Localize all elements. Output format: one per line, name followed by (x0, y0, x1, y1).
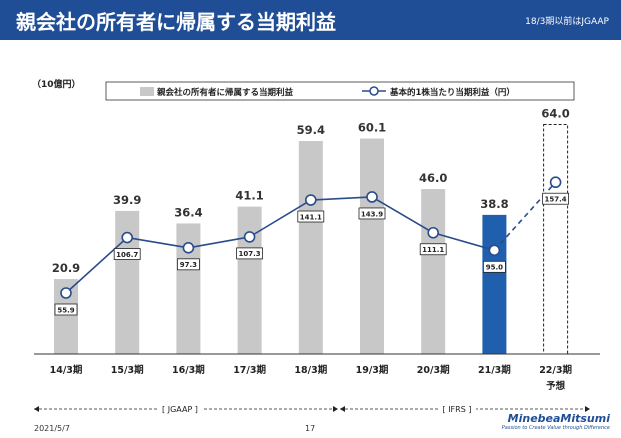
page-number: 17 (305, 424, 316, 433)
eps-line-segment (127, 236, 189, 249)
eps-point (182, 242, 195, 254)
eps-value-label: 107.3 (239, 250, 261, 258)
eps-label-box (236, 247, 264, 260)
bar-value-label: 38.8 (480, 197, 508, 211)
ifrs-label: [ IFRS ] (443, 405, 472, 414)
eps-label-box (113, 248, 141, 260)
eps-label-box (176, 258, 200, 271)
header-bar: 親会社の所有者に帰属する当期利益 18/3期以前はJGAAP (0, 0, 621, 40)
company-logo: MinebeaMitsumi Passion to Create Value t… (498, 412, 610, 431)
bar-value-label: 36.4 (174, 205, 202, 219)
bar-22/3期 (543, 124, 569, 355)
logo-tagline: Passion to Create Value through Differen… (501, 425, 610, 431)
jgaap-label: [ JGAAP ] (162, 405, 198, 414)
x-tick-label: 16/3期 (172, 364, 205, 376)
x-tick-label: 18/3期 (294, 364, 327, 376)
bar-17/3期 (237, 206, 262, 354)
bar-value-label: 46.0 (419, 171, 447, 185)
bar-21/3期 (482, 214, 507, 354)
ifrs-arrow-right (585, 406, 590, 412)
footer-date: 2021/5/7 (34, 424, 70, 433)
eps-point (304, 194, 317, 206)
legend-bar-label: 親会社の所有者に帰属する当期利益 (157, 87, 294, 98)
bar-value-label: 20.9 (52, 261, 80, 275)
eps-point (488, 244, 501, 257)
x-tick-label: 22/3期 (539, 364, 572, 376)
x-tick-label: 14/3期 (50, 364, 83, 376)
jgaap-arrow-right (333, 406, 338, 412)
legend-line-marker (369, 86, 379, 96)
eps-label-box (54, 303, 78, 316)
eps-line-segment (65, 236, 128, 294)
eps-point (549, 176, 562, 189)
legend-box (105, 81, 575, 101)
bar-value-label: 41.1 (235, 189, 263, 203)
jgaap-arrow-left (34, 406, 39, 412)
bar-value-label: 59.4 (297, 123, 325, 137)
jgaap-label-bg (158, 403, 202, 415)
eps-value-label: 55.9 (57, 306, 74, 314)
accounting-note: 18/3期以前はJGAAP (525, 17, 609, 27)
eps-value-label: 95.0 (486, 264, 503, 272)
forecast-label: 予想 (546, 380, 566, 392)
eps-label-box (419, 243, 447, 256)
eps-label-box (358, 207, 386, 220)
bar-20/3期 (421, 189, 446, 354)
ifrs-arrow-left (340, 406, 345, 412)
ifrs-label-bg (438, 403, 476, 415)
bar-value-label: 39.9 (113, 193, 141, 207)
x-tick-label: 20/3期 (417, 364, 450, 376)
eps-point (243, 231, 256, 243)
eps-value-label: 106.7 (116, 251, 138, 259)
eps-line-segment (249, 199, 312, 238)
x-tick-label: 19/3期 (356, 364, 389, 376)
bar-19/3期 (360, 138, 384, 354)
logo-brand: MinebeaMitsumi (507, 412, 610, 425)
bar-18/3期 (298, 141, 323, 354)
eps-line-segment (188, 236, 250, 249)
eps-value-label: 141.1 (300, 213, 322, 221)
bar-value-label: 64.0 (541, 107, 569, 121)
eps-value-label: 157.4 (545, 196, 567, 204)
bar-value-label: 60.1 (358, 120, 386, 134)
eps-label-box (542, 192, 569, 205)
legend-line-label: 基本的1株当たり当期利益（円） (389, 87, 515, 98)
eps-line-segment (371, 196, 434, 234)
legend-bar-swatch (140, 87, 154, 96)
eps-label-box (482, 260, 506, 273)
eps-line-segment (432, 231, 495, 252)
x-tick-label: 21/3期 (478, 364, 511, 376)
eps-label-box (297, 210, 325, 223)
eps-value-label: 111.1 (422, 246, 444, 254)
eps-value-label: 97.3 (180, 261, 197, 269)
unit-label: （10億円） (32, 78, 81, 90)
x-tick-label: 15/3期 (111, 364, 144, 376)
eps-point (366, 191, 378, 203)
eps-value-label: 143.9 (361, 210, 383, 218)
legend: 親会社の所有者に帰属する当期利益 基本的1株当たり当期利益（円） (105, 81, 575, 101)
eps-point (427, 226, 440, 239)
eps-line-segment (310, 196, 373, 201)
eps-point (60, 287, 72, 299)
x-tick-label: 17/3期 (233, 364, 266, 376)
eps-point (121, 231, 133, 244)
page-title: 親会社の所有者に帰属する当期利益 (16, 10, 336, 34)
